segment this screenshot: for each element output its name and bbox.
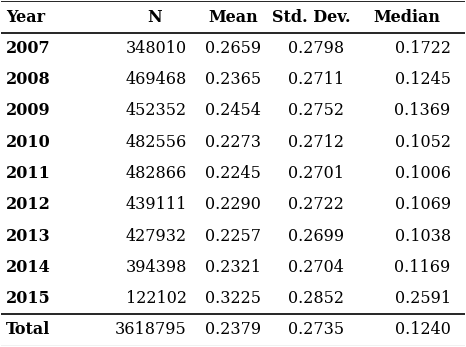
Text: Year: Year <box>6 9 45 26</box>
Text: 0.2365: 0.2365 <box>205 71 261 88</box>
Text: 427932: 427932 <box>125 228 187 245</box>
Text: 0.2454: 0.2454 <box>205 102 261 119</box>
Text: 439111: 439111 <box>125 196 187 213</box>
Text: 122102: 122102 <box>126 290 187 307</box>
Text: 0.1006: 0.1006 <box>395 165 451 182</box>
Text: 0.2735: 0.2735 <box>288 321 344 338</box>
Text: 0.2321: 0.2321 <box>205 259 261 276</box>
Text: N: N <box>147 9 162 26</box>
Text: 2013: 2013 <box>6 228 51 245</box>
Text: 0.2659: 0.2659 <box>205 40 261 57</box>
Text: 0.3225: 0.3225 <box>205 290 261 307</box>
Text: 0.2711: 0.2711 <box>288 71 344 88</box>
Text: 0.1245: 0.1245 <box>395 71 451 88</box>
Text: 0.2699: 0.2699 <box>288 228 344 245</box>
Text: 482866: 482866 <box>125 165 187 182</box>
Text: 0.1169: 0.1169 <box>394 259 451 276</box>
Text: 2008: 2008 <box>6 71 51 88</box>
Text: 0.1038: 0.1038 <box>395 228 451 245</box>
Text: 0.2752: 0.2752 <box>288 102 344 119</box>
Text: 0.2257: 0.2257 <box>205 228 261 245</box>
Text: 2012: 2012 <box>6 196 51 213</box>
Text: 394398: 394398 <box>125 259 187 276</box>
Text: 2007: 2007 <box>6 40 51 57</box>
Text: Std. Dev.: Std. Dev. <box>273 9 351 26</box>
Text: 452352: 452352 <box>125 102 187 119</box>
Text: 2011: 2011 <box>6 165 51 182</box>
Text: 0.1240: 0.1240 <box>395 321 451 338</box>
Text: 2015: 2015 <box>6 290 51 307</box>
Text: 0.2712: 0.2712 <box>288 134 344 151</box>
Text: 0.2591: 0.2591 <box>395 290 451 307</box>
Text: 0.2701: 0.2701 <box>288 165 344 182</box>
Text: 469468: 469468 <box>125 71 187 88</box>
Text: 0.1722: 0.1722 <box>395 40 451 57</box>
Text: 0.1052: 0.1052 <box>395 134 451 151</box>
Text: 348010: 348010 <box>125 40 187 57</box>
Text: 0.2273: 0.2273 <box>205 134 261 151</box>
Text: 0.2379: 0.2379 <box>205 321 261 338</box>
Text: 0.2722: 0.2722 <box>288 196 344 213</box>
Text: 0.2798: 0.2798 <box>288 40 344 57</box>
Text: 0.1369: 0.1369 <box>394 102 451 119</box>
Text: Total: Total <box>6 321 50 338</box>
Text: 0.2852: 0.2852 <box>288 290 344 307</box>
Text: 0.2290: 0.2290 <box>205 196 261 213</box>
Text: 0.1069: 0.1069 <box>395 196 451 213</box>
Text: 0.2704: 0.2704 <box>288 259 344 276</box>
Text: 3618795: 3618795 <box>115 321 187 338</box>
Text: 2014: 2014 <box>6 259 51 276</box>
Text: Median: Median <box>373 9 440 26</box>
Text: 482556: 482556 <box>125 134 187 151</box>
Text: 0.2245: 0.2245 <box>205 165 261 182</box>
Text: Mean: Mean <box>208 9 258 26</box>
Text: 2009: 2009 <box>6 102 51 119</box>
Text: 2010: 2010 <box>6 134 51 151</box>
